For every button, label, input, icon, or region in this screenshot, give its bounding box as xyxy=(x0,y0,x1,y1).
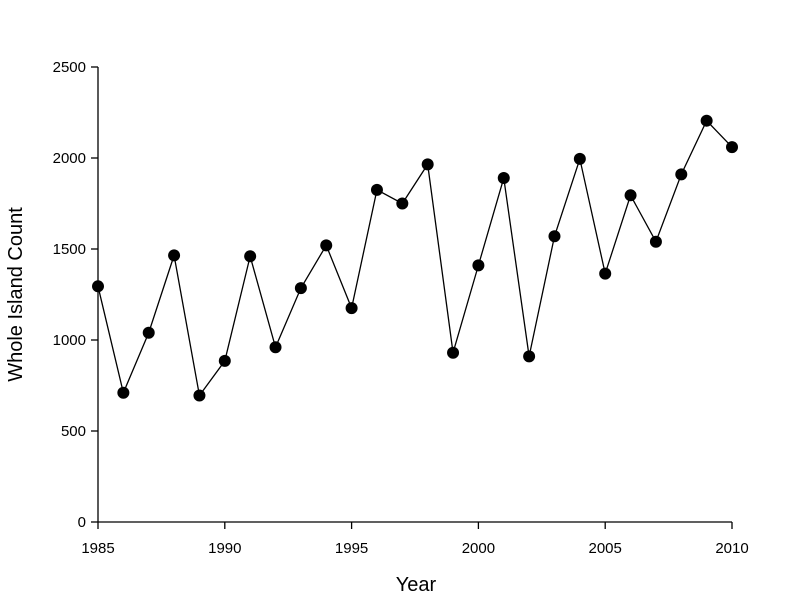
data-point xyxy=(168,249,181,262)
x-axis-title: Year xyxy=(396,574,437,596)
y-tick-label: 0 xyxy=(78,514,86,531)
x-tick-label: 1995 xyxy=(335,540,368,557)
data-point xyxy=(472,259,485,272)
data-point xyxy=(269,341,282,354)
data-point xyxy=(345,302,358,315)
data-point xyxy=(142,326,155,339)
data-point xyxy=(599,267,612,280)
x-ticks: 1985 1990 1995 2000 2005 2010 xyxy=(81,522,749,557)
data-point xyxy=(294,282,307,295)
x-tick-label: 1990 xyxy=(208,540,241,557)
data-point xyxy=(700,114,713,127)
y-tick-label: 1500 xyxy=(53,241,86,258)
data-point xyxy=(548,230,561,243)
data-point xyxy=(117,386,130,399)
data-point xyxy=(92,280,104,293)
y-tick-label: 1000 xyxy=(53,332,86,349)
data-point xyxy=(193,389,206,402)
data-point xyxy=(320,239,333,252)
data-point xyxy=(497,172,510,185)
x-tick-label: 1985 xyxy=(81,540,114,557)
data-point xyxy=(218,354,231,367)
data-point xyxy=(649,235,662,248)
data-point xyxy=(447,346,460,359)
data-point xyxy=(624,189,637,202)
series-line xyxy=(97,119,733,398)
data-point xyxy=(421,158,434,171)
x-tick-label: 2000 xyxy=(462,540,495,557)
data-point xyxy=(726,141,738,154)
y-tick-label: 2000 xyxy=(53,150,86,167)
series-group xyxy=(92,114,738,402)
data-point xyxy=(244,250,257,263)
y-tick-label: 500 xyxy=(61,423,86,440)
data-point xyxy=(396,197,409,210)
data-point xyxy=(675,168,688,181)
x-tick-label: 2010 xyxy=(715,540,748,557)
y-axis-title: Whole Island Count xyxy=(5,207,27,382)
data-point xyxy=(523,350,536,363)
x-tick-label: 2005 xyxy=(589,540,622,557)
axes: 0 500 1000 1500 2000 2500 1985 1990 1995 2000 200… xyxy=(53,59,749,557)
data-point xyxy=(370,183,383,196)
data-point xyxy=(573,152,586,165)
y-ticks: 0 500 1000 1500 2000 2500 xyxy=(53,59,98,531)
y-tick-label: 2500 xyxy=(53,59,86,76)
